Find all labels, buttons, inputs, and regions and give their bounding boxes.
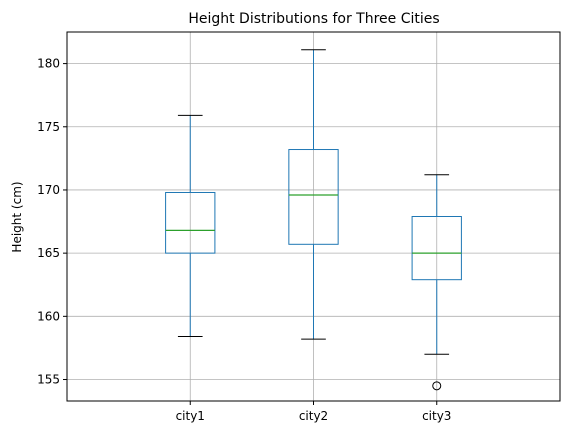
y-tick-label: 160 — [37, 309, 60, 323]
iqr-box — [411, 216, 462, 281]
iqr-box — [165, 191, 216, 254]
y-tick-label: 170 — [37, 183, 60, 197]
y-tick-label: 165 — [37, 246, 60, 260]
y-axis-label: Height (cm) — [10, 181, 24, 252]
y-tick-label: 180 — [37, 57, 60, 71]
chart-title: Height Distributions for Three Cities — [188, 11, 439, 27]
x-tick-label: city3 — [422, 409, 451, 423]
x-tick-label: city2 — [299, 409, 328, 423]
x-tick-label: city1 — [176, 409, 205, 423]
iqr-box — [288, 149, 339, 245]
outlier-point — [432, 381, 442, 391]
y-tick-label: 155 — [37, 373, 60, 387]
box-group-city2 — [288, 49, 339, 340]
ticks: 155 160 165 170 175 180 city1 city2 city3 — [37, 57, 451, 423]
box-group-city1 — [165, 114, 216, 338]
boxes — [165, 49, 462, 391]
box-group-city3 — [411, 174, 462, 391]
y-tick-label: 175 — [37, 120, 60, 134]
